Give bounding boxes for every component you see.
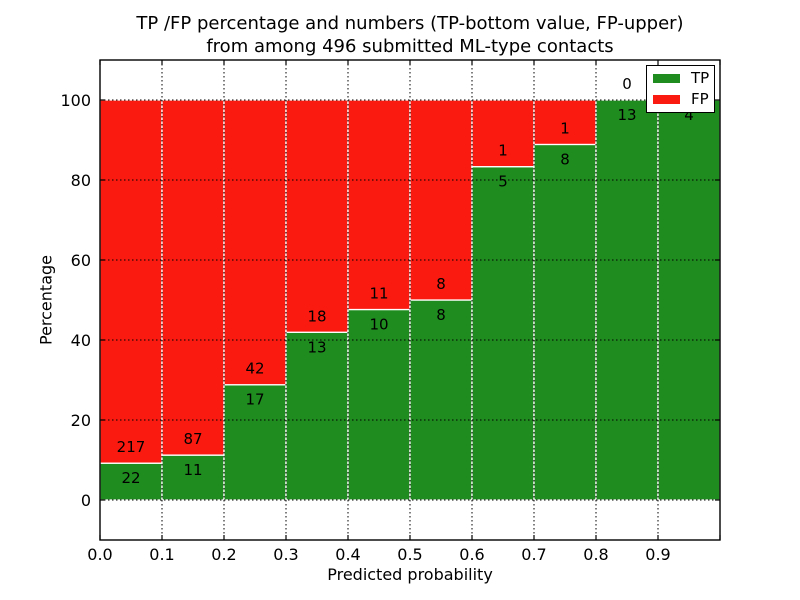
tp-bar-9 — [657, 99, 721, 501]
x-tick-label-0.1: 0.1 — [149, 545, 174, 564]
fp-legend-swatch — [653, 94, 680, 104]
chart-title-line1: TP /FP percentage and numbers (TP-bottom… — [136, 13, 684, 34]
annotations-group: 21722871142171813111088151801304 — [117, 75, 694, 487]
tp-legend-label: TP — [691, 69, 710, 88]
y-tick-label-0: 0 — [81, 491, 91, 510]
legend-item-fp: FP — [653, 89, 714, 108]
fp-count-label-3: 18 — [307, 307, 326, 325]
fp-bar-7 — [533, 99, 597, 146]
fp-bar-6 — [471, 99, 535, 168]
tp-bar-0 — [99, 462, 163, 501]
tp-legend-swatch — [653, 74, 680, 84]
tp-count-label-3: 13 — [307, 338, 326, 356]
gridlines-group — [100, 60, 720, 540]
fp-count-label-5: 8 — [436, 275, 446, 293]
legend: TP FP — [646, 65, 715, 113]
tick-labels-group: 0.0 0.1 0.2 0.3 0.4 0.5 0.6 0.7 0.8 0.9 0 20 40 60 80 1… — [60, 91, 670, 564]
x-tick-label-0.0: 0.0 — [87, 545, 112, 564]
y-tick-label-60: 60 — [71, 251, 91, 270]
x-tick-label-0.4: 0.4 — [335, 545, 360, 564]
fp-bar-5 — [409, 99, 473, 301]
tp-count-label-2: 17 — [245, 391, 264, 409]
fp-bar-4 — [347, 99, 411, 311]
fp-count-label-4: 11 — [369, 285, 388, 303]
tp-bar-8 — [595, 99, 659, 501]
fp-count-label-8: 0 — [622, 75, 632, 93]
fp-count-label-7: 1 — [560, 119, 570, 137]
x-axis-label: Predicted probability — [327, 565, 493, 584]
fp-count-label-2: 42 — [245, 360, 264, 378]
tp-count-label-1: 11 — [183, 461, 202, 479]
tp-bar-3 — [285, 331, 349, 501]
tp-bar-1 — [161, 454, 225, 501]
tp-count-label-6: 5 — [498, 173, 508, 191]
legend-item-tp: TP — [653, 71, 714, 86]
tp-count-label-0: 22 — [121, 469, 140, 487]
x-tick-label-0.6: 0.6 — [459, 545, 484, 564]
tp-count-label-9: 4 — [684, 106, 694, 124]
y-tick-label-40: 40 — [71, 331, 91, 350]
fp-count-label-6: 1 — [498, 142, 508, 160]
x-tick-label-0.9: 0.9 — [645, 545, 670, 564]
bars-group — [99, 99, 721, 501]
fp-bar-2 — [223, 99, 287, 386]
tp-bar-5 — [409, 299, 473, 501]
fp-bar-1 — [161, 99, 225, 456]
y-axis-label: Percentage — [36, 254, 56, 346]
fp-bar-3 — [285, 99, 349, 333]
x-tick-label-0.3: 0.3 — [273, 545, 298, 564]
y-tick-label-100: 100 — [60, 91, 91, 110]
tick-marks-group — [99, 60, 721, 540]
y-tick-label-80: 80 — [71, 171, 91, 190]
fp-count-label-1: 87 — [183, 430, 202, 448]
chart-title-line2: from among 496 submitted ML-type contact… — [206, 36, 614, 57]
x-tick-label-0.5: 0.5 — [397, 545, 422, 564]
tp-bar-2 — [223, 384, 287, 501]
tp-count-label-8: 13 — [617, 106, 636, 124]
tp-count-label-5: 8 — [436, 306, 446, 324]
x-tick-label-0.7: 0.7 — [521, 545, 546, 564]
x-tick-label-0.2: 0.2 — [211, 545, 236, 564]
tp-count-label-7: 8 — [560, 150, 570, 168]
fp-legend-label: FP — [691, 89, 709, 108]
tp-bar-6 — [471, 166, 535, 501]
fp-count-label-0: 217 — [117, 438, 146, 456]
tp-bar-7 — [533, 143, 597, 501]
tp-count-label-4: 10 — [369, 316, 388, 334]
y-tick-label-20: 20 — [71, 411, 91, 430]
fp-bar-0 — [99, 99, 163, 464]
tp-bar-4 — [347, 308, 411, 501]
x-tick-label-0.8: 0.8 — [583, 545, 608, 564]
